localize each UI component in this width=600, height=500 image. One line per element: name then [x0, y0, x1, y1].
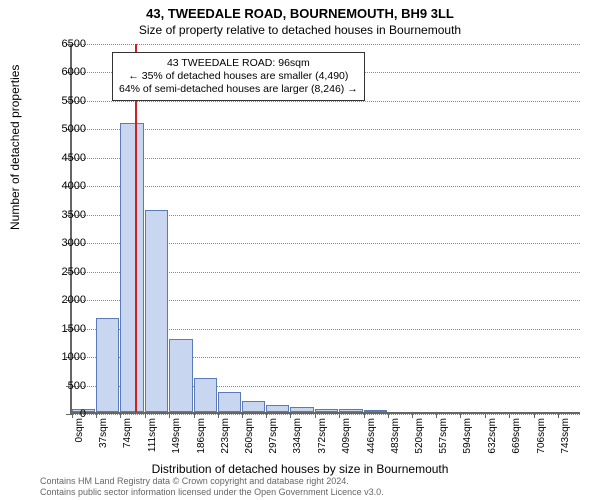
- xtick-label: 706sqm: [536, 418, 547, 466]
- annotation-line2: ← 35% of detached houses are smaller (4,…: [119, 70, 358, 83]
- chart-title: 43, TWEEDALE ROAD, BOURNEMOUTH, BH9 3LL: [0, 0, 600, 21]
- gridline: [72, 158, 580, 159]
- histogram-bar: [364, 410, 387, 412]
- ytick-label: 5500: [36, 95, 86, 107]
- annotation-line1: 43 TWEEDALE ROAD: 96sqm: [119, 57, 358, 70]
- ytick-label: 500: [36, 380, 86, 392]
- ytick-label: 2500: [36, 266, 86, 278]
- xtick-label: 223sqm: [220, 418, 231, 466]
- xtick-mark: [194, 412, 195, 418]
- xtick-label: 260sqm: [244, 418, 255, 466]
- xtick-label: 483sqm: [390, 418, 401, 466]
- xtick-label: 557sqm: [438, 418, 449, 466]
- ytick-label: 2000: [36, 294, 86, 306]
- y-axis-label: Number of detached properties: [8, 65, 22, 230]
- xtick-label: 111sqm: [147, 418, 158, 466]
- xtick-label: 446sqm: [366, 418, 377, 466]
- xtick-mark: [558, 412, 559, 418]
- xtick-label: 0sqm: [74, 418, 85, 466]
- histogram-bar: [242, 401, 265, 412]
- ytick-label: 0: [36, 408, 86, 420]
- histogram-bar: [266, 405, 289, 412]
- gridline: [72, 186, 580, 187]
- histogram-bar: [194, 378, 217, 412]
- chart-subtitle: Size of property relative to detached ho…: [0, 21, 600, 37]
- xtick-label: 372sqm: [317, 418, 328, 466]
- footer-line1: Contains HM Land Registry data © Crown c…: [40, 476, 590, 487]
- xtick-label: 409sqm: [341, 418, 352, 466]
- xtick-label: 520sqm: [414, 418, 425, 466]
- x-axis-label: Distribution of detached houses by size …: [0, 462, 600, 476]
- xtick-label: 37sqm: [98, 418, 109, 466]
- xtick-label: 743sqm: [560, 418, 571, 466]
- ytick-label: 3000: [36, 237, 86, 249]
- ytick-label: 1500: [36, 323, 86, 335]
- histogram-bar: [290, 407, 313, 412]
- xtick-label: 149sqm: [171, 418, 182, 466]
- xtick-label: 632sqm: [487, 418, 498, 466]
- histogram-bar: [339, 409, 362, 412]
- histogram-bar: [120, 123, 143, 412]
- xtick-mark: [412, 412, 413, 418]
- histogram-bar: [169, 339, 192, 412]
- gridline: [72, 44, 580, 45]
- ytick-label: 3500: [36, 209, 86, 221]
- xtick-label: 74sqm: [122, 418, 133, 466]
- histogram-bar: [315, 409, 338, 412]
- xtick-label: 334sqm: [292, 418, 303, 466]
- ytick-label: 5000: [36, 123, 86, 135]
- gridline: [72, 414, 580, 415]
- footer-attribution: Contains HM Land Registry data © Crown c…: [40, 476, 590, 498]
- ytick-label: 4500: [36, 152, 86, 164]
- xtick-mark: [388, 412, 389, 418]
- ytick-label: 4000: [36, 180, 86, 192]
- xtick-label: 186sqm: [196, 418, 207, 466]
- histogram-bar: [96, 318, 119, 412]
- annotation-box: 43 TWEEDALE ROAD: 96sqm ← 35% of detache…: [112, 52, 365, 101]
- histogram-bar: [145, 210, 168, 412]
- xtick-mark: [218, 412, 219, 418]
- xtick-label: 297sqm: [268, 418, 279, 466]
- footer-line2: Contains public sector information licen…: [40, 487, 590, 498]
- ytick-label: 6000: [36, 66, 86, 78]
- ytick-label: 6500: [36, 38, 86, 50]
- annotation-line3: 64% of semi-detached houses are larger (…: [119, 83, 358, 96]
- xtick-label: 669sqm: [511, 418, 522, 466]
- xtick-mark: [534, 412, 535, 418]
- gridline: [72, 129, 580, 130]
- xtick-mark: [145, 412, 146, 418]
- histogram-bar: [218, 392, 241, 412]
- xtick-mark: [242, 412, 243, 418]
- ytick-label: 1000: [36, 351, 86, 363]
- chart-container: 43, TWEEDALE ROAD, BOURNEMOUTH, BH9 3LL …: [0, 0, 600, 500]
- xtick-label: 594sqm: [462, 418, 473, 466]
- plot-area: 0sqm37sqm74sqm111sqm149sqm186sqm223sqm26…: [70, 44, 580, 414]
- xtick-mark: [364, 412, 365, 418]
